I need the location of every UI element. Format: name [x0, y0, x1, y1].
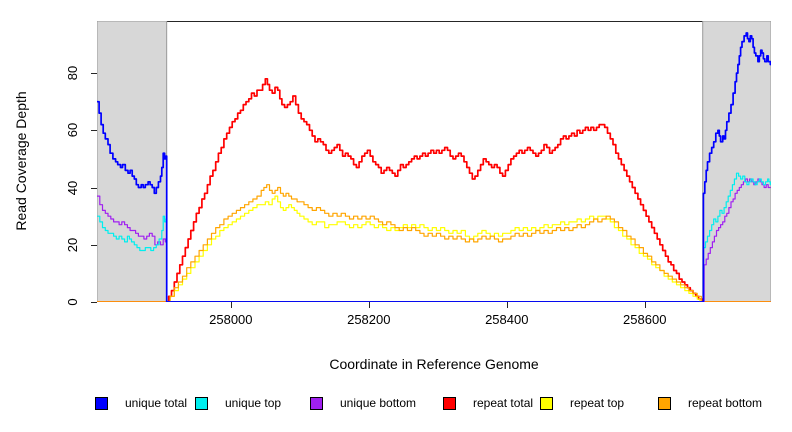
legend-swatch-icon [540, 396, 553, 410]
legend-item-unique-total: unique total [95, 396, 187, 410]
x-tick-label: 258000 [209, 312, 253, 327]
legend-swatch-icon [310, 396, 323, 410]
legend-item-repeat-total: repeat total [443, 396, 533, 410]
series-line-repeat-top [97, 195, 771, 302]
series-line-repeat-total [97, 77, 771, 302]
legend-swatch-icon [195, 396, 208, 410]
y-tick-label: 20 [65, 237, 80, 252]
legend-label: repeat total [473, 396, 534, 410]
series-line-repeat-bottom [97, 184, 771, 302]
x-tick-mark [644, 302, 646, 308]
y-tick-label: 80 [65, 65, 80, 81]
x-tick-mark [368, 302, 370, 308]
y-tick-mark [91, 244, 97, 246]
y-tick-mark [91, 187, 97, 189]
series-line-unique-top [97, 172, 771, 302]
x-tick-label: 258400 [485, 312, 529, 327]
legend-label: unique total [125, 396, 188, 410]
series-line-unique-total [97, 32, 771, 302]
x-axis-title: Coordinate in Reference Genome [329, 356, 539, 372]
shaded-region-flank-left [97, 21, 168, 302]
plot-canvas [97, 21, 771, 302]
shaded-region-flank-right [702, 21, 771, 302]
legend-swatch-icon [95, 396, 108, 410]
y-tick-label: 40 [65, 180, 80, 195]
y-tick-label: 60 [65, 123, 80, 138]
y-tick-mark [91, 73, 97, 75]
x-tick-label: 258600 [623, 312, 667, 327]
y-axis-title: Read Coverage Depth [13, 91, 29, 231]
legend-label: repeat bottom [688, 396, 763, 410]
plot-box [97, 21, 771, 302]
y-tick-mark [91, 130, 97, 132]
legend-item-repeat-top: repeat top [540, 396, 624, 410]
legend-swatch-icon [658, 396, 671, 410]
legend-item-unique-bottom: unique bottom [310, 396, 416, 410]
legend-label: repeat top [570, 396, 625, 410]
y-tick-label: 0 [65, 298, 80, 306]
legend-label: unique top [225, 396, 282, 410]
x-tick-label: 258200 [347, 312, 391, 327]
legend-item-unique-top: unique top [195, 396, 281, 410]
y-tick-mark [91, 302, 97, 303]
series-line-unique-bottom [97, 178, 771, 302]
legend-item-repeat-bottom: repeat bottom [658, 396, 762, 410]
legend-swatch-icon [443, 396, 456, 410]
x-tick-mark [506, 302, 508, 308]
legend-label: unique bottom [340, 396, 417, 410]
plot-legend: unique total unique top unique bottom repea… [0, 396, 792, 412]
x-tick-mark [230, 302, 232, 308]
